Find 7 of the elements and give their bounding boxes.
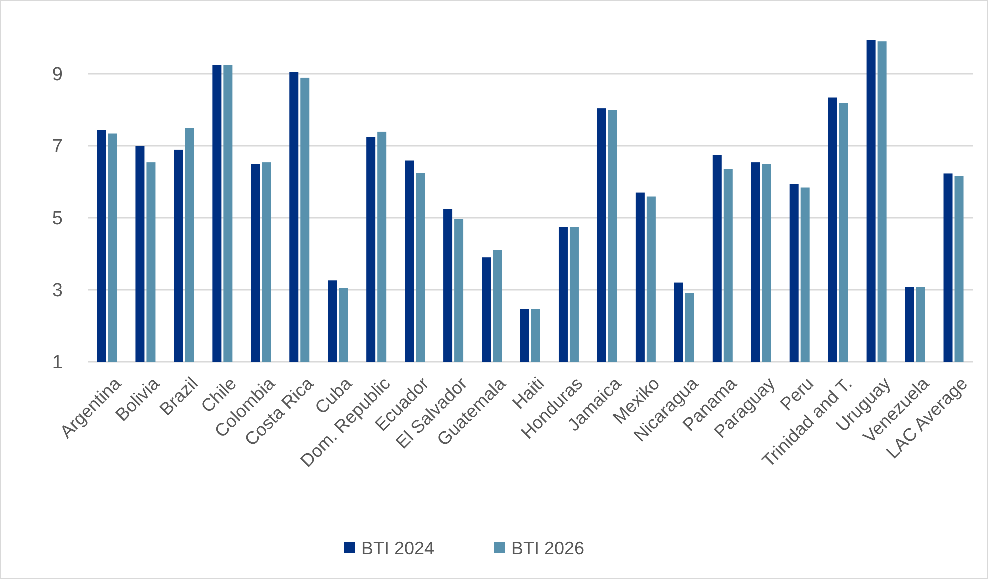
y-tick-label: 5 (52, 208, 63, 230)
y-tick-label: 1 (52, 352, 63, 374)
legend-label: BTI 2026 (512, 538, 585, 558)
legend-label: BTI 2024 (362, 538, 435, 558)
y-tick-label: 3 (52, 280, 63, 302)
y-tick-label: 7 (52, 136, 63, 158)
y-tick-label: 9 (52, 64, 63, 86)
